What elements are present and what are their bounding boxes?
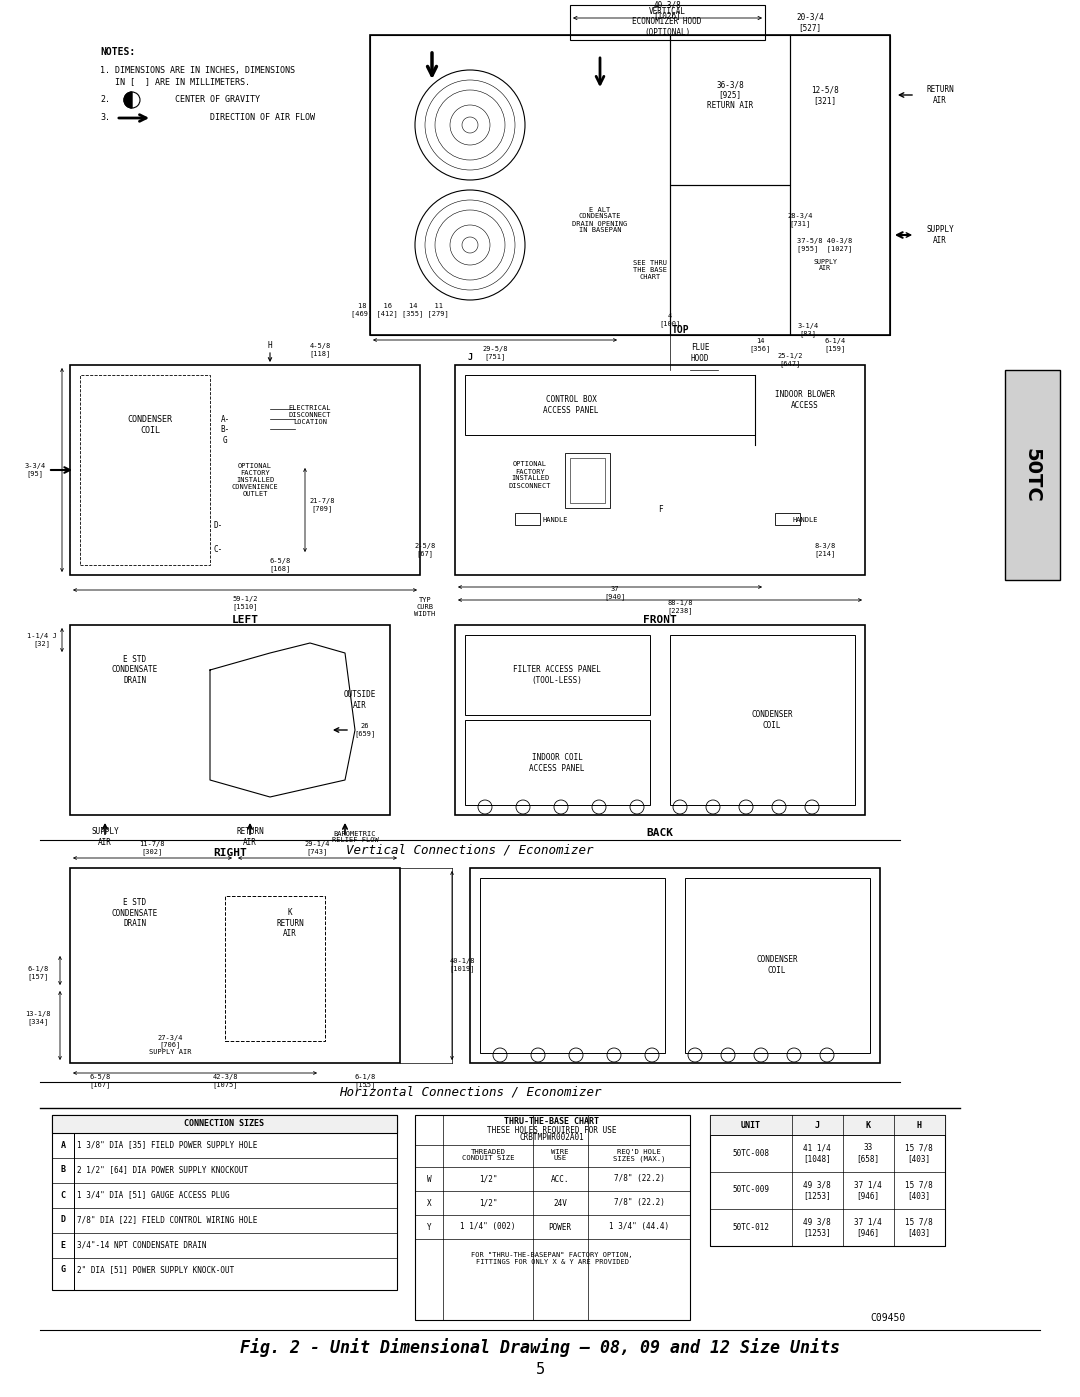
Text: J: J <box>468 352 473 362</box>
Bar <box>455 624 865 814</box>
Text: OPTIONAL
FACTORY
INSTALLED
CONVENIENCE
OUTLET: OPTIONAL FACTORY INSTALLED CONVENIENCE O… <box>231 462 279 497</box>
Text: CONDENSER
COIL: CONDENSER COIL <box>756 956 798 975</box>
Text: RETURN
AIR: RETURN AIR <box>927 85 954 105</box>
Bar <box>670 184 789 335</box>
Text: FOR "THRU-THE-BASEPAN" FACTORY OPTION,
FITTINGS FOR ONLY X & Y ARE PROVIDED: FOR "THRU-THE-BASEPAN" FACTORY OPTION, F… <box>471 1253 633 1266</box>
Text: 7/8" (22.2): 7/8" (22.2) <box>613 1199 664 1207</box>
Text: 50TC-009: 50TC-009 <box>732 1186 769 1194</box>
Text: K
RETURN
AIR: K RETURN AIR <box>276 908 303 937</box>
Text: 42-3/8
[1075]: 42-3/8 [1075] <box>213 1074 238 1088</box>
Bar <box>515 513 540 525</box>
Text: Y: Y <box>427 1222 431 1232</box>
Text: 2.: 2. <box>100 95 110 105</box>
Text: 1 3/4" DIA [51] GAUGE ACCESS PLUG: 1 3/4" DIA [51] GAUGE ACCESS PLUG <box>77 1190 230 1200</box>
Text: BACK: BACK <box>647 828 674 838</box>
Bar <box>370 35 670 335</box>
Text: CRBTMPWR002A01: CRBTMPWR002A01 <box>519 1133 584 1143</box>
Text: 1/2": 1/2" <box>478 1175 497 1183</box>
Bar <box>52 1115 397 1133</box>
Text: D: D <box>60 1215 66 1225</box>
Text: 1 1/4" (002): 1 1/4" (002) <box>460 1222 516 1232</box>
Text: SUPPLY
AIR: SUPPLY AIR <box>813 258 837 271</box>
Text: 4-5/8
[118]: 4-5/8 [118] <box>309 344 330 356</box>
Text: INDOOR BLOWER
ACCESS: INDOOR BLOWER ACCESS <box>775 390 835 409</box>
Text: FRONT: FRONT <box>643 615 677 624</box>
Text: FILTER ACCESS PANEL
(TOOL-LESS): FILTER ACCESS PANEL (TOOL-LESS) <box>513 665 600 685</box>
Text: 28-3/4
[731]: 28-3/4 [731] <box>787 214 813 226</box>
Text: SEE THRU
THE BASE
CHART: SEE THRU THE BASE CHART <box>633 260 667 279</box>
Text: H: H <box>268 341 272 349</box>
Bar <box>415 1115 690 1320</box>
Bar <box>775 513 800 525</box>
Text: SUPPLY
AIR: SUPPLY AIR <box>927 225 954 244</box>
Text: G: G <box>60 1266 66 1274</box>
Text: 88-1/8
[2238]: 88-1/8 [2238] <box>667 601 692 613</box>
Bar <box>480 877 665 1053</box>
Bar <box>70 365 420 576</box>
Text: SUPPLY
AIR: SUPPLY AIR <box>91 827 119 847</box>
Bar <box>470 868 880 1063</box>
Text: 3.: 3. <box>100 113 110 123</box>
Bar <box>670 35 789 184</box>
Bar <box>570 6 765 41</box>
Text: OPTIONAL
FACTORY
INSTALLED
DISCONNECT: OPTIONAL FACTORY INSTALLED DISCONNECT <box>509 461 551 489</box>
Text: CONNECTION SIZES: CONNECTION SIZES <box>184 1119 264 1129</box>
Bar <box>465 719 650 805</box>
Text: 36-3/8
[925]
RETURN AIR: 36-3/8 [925] RETURN AIR <box>707 80 753 110</box>
Text: HANDLE: HANDLE <box>542 517 568 522</box>
Text: 2 1/2" [64] DIA POWER SUPPLY KNOCKOUT: 2 1/2" [64] DIA POWER SUPPLY KNOCKOUT <box>77 1165 248 1175</box>
Text: A: A <box>60 1140 66 1150</box>
Text: 21-7/8
[709]: 21-7/8 [709] <box>309 499 335 511</box>
Text: CONDENSER
COIL: CONDENSER COIL <box>127 415 173 434</box>
Text: THESE HOLES REQUIRED FOR USE: THESE HOLES REQUIRED FOR USE <box>487 1126 617 1134</box>
Text: 1/2": 1/2" <box>478 1199 497 1207</box>
Text: H: H <box>917 1120 921 1130</box>
Text: 3-3/4
[95]: 3-3/4 [95] <box>25 464 45 476</box>
Text: 37 1/4
[946]: 37 1/4 [946] <box>854 1217 882 1236</box>
Text: 1 3/8" DIA [35] FIELD POWER SUPPLY HOLE: 1 3/8" DIA [35] FIELD POWER SUPPLY HOLE <box>77 1140 257 1150</box>
Text: NOTES:: NOTES: <box>100 47 135 57</box>
Text: 26
[659]: 26 [659] <box>354 724 376 736</box>
Text: CENTER OF GRAVITY: CENTER OF GRAVITY <box>175 95 260 105</box>
Text: IN [  ] ARE IN MILLIMETERS.: IN [ ] ARE IN MILLIMETERS. <box>100 77 249 87</box>
Text: 6-5/8
[168]: 6-5/8 [168] <box>269 559 291 571</box>
Text: 25-1/2
[647]: 25-1/2 [647] <box>778 353 802 367</box>
Text: 37-5/8 40-3/8
[955]  [1027]: 37-5/8 40-3/8 [955] [1027] <box>797 237 852 251</box>
Text: 27-3/4
[706]
SUPPLY AIR: 27-3/4 [706] SUPPLY AIR <box>149 1035 191 1055</box>
Text: THREADED
CONDUIT SIZE: THREADED CONDUIT SIZE <box>462 1148 514 1161</box>
Text: ACC.: ACC. <box>551 1175 569 1183</box>
Text: 49 3/8
[1253]: 49 3/8 [1253] <box>804 1180 831 1200</box>
Text: 50TC-012: 50TC-012 <box>732 1222 769 1232</box>
Text: 24V: 24V <box>553 1199 567 1207</box>
Text: 13-1/8
[334]: 13-1/8 [334] <box>25 1011 51 1025</box>
Text: E STD
CONDENSATE
DRAIN: E STD CONDENSATE DRAIN <box>112 898 158 928</box>
Text: X: X <box>427 1199 431 1207</box>
Text: VERTICAL
ECONOMIZER HOOD
(OPTIONAL): VERTICAL ECONOMIZER HOOD (OPTIONAL) <box>632 7 702 36</box>
Bar <box>710 1115 945 1246</box>
Text: 20-3/4
[527]: 20-3/4 [527] <box>796 13 824 32</box>
Bar <box>70 624 390 814</box>
Text: ELECTRICAL
DISCONNECT
LOCATION: ELECTRICAL DISCONNECT LOCATION <box>288 405 332 425</box>
Text: TOP: TOP <box>671 326 689 335</box>
Text: 3/4"-14 NPT CONDENSATE DRAIN: 3/4"-14 NPT CONDENSATE DRAIN <box>77 1241 206 1249</box>
Bar <box>52 1115 397 1289</box>
Text: 18    16    14    11
[469] [412] [355] [279]: 18 16 14 11 [469] [412] [355] [279] <box>351 303 449 317</box>
Text: 8-3/8
[214]: 8-3/8 [214] <box>814 543 836 557</box>
Text: 4
[100]: 4 [100] <box>660 313 680 327</box>
Text: C-: C- <box>214 545 222 555</box>
Text: F: F <box>658 506 662 514</box>
Text: 5: 5 <box>536 1362 544 1377</box>
Text: E ALT
CONDENSATE
DRAIN OPENING
IN BASEPAN: E ALT CONDENSATE DRAIN OPENING IN BASEPA… <box>572 207 627 233</box>
Text: 59-1/2
[1510]: 59-1/2 [1510] <box>232 597 258 610</box>
Bar <box>1005 370 1059 580</box>
Text: 50TC-008: 50TC-008 <box>732 1148 769 1158</box>
Bar <box>80 374 210 564</box>
Bar <box>465 636 650 715</box>
Text: REQ'D HOLE
SIZES (MAX.): REQ'D HOLE SIZES (MAX.) <box>612 1148 665 1162</box>
Text: 2-5/8
[67]: 2-5/8 [67] <box>415 543 435 557</box>
Text: POWER: POWER <box>549 1222 571 1232</box>
Text: 1. DIMENSIONS ARE IN INCHES, DIMENSIONS: 1. DIMENSIONS ARE IN INCHES, DIMENSIONS <box>100 66 295 74</box>
Text: 33
[658]: 33 [658] <box>856 1143 879 1162</box>
Text: CONDENSER
COIL: CONDENSER COIL <box>752 710 793 729</box>
Text: 6-1/4
[159]: 6-1/4 [159] <box>824 338 846 352</box>
